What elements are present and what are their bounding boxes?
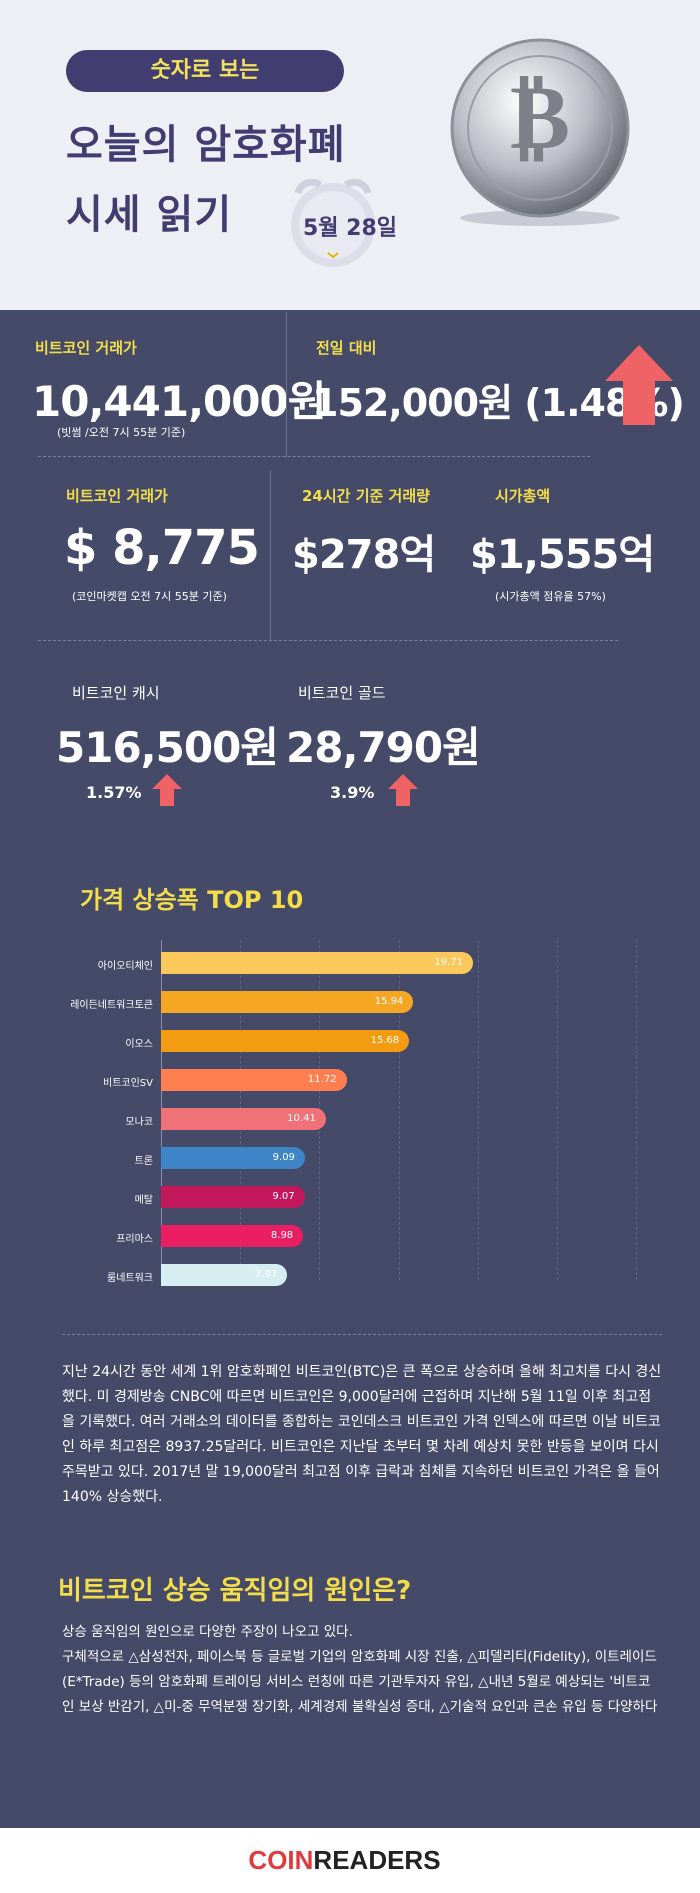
up-arrow-icon [388,774,418,806]
news-paragraph: 지난 24시간 동안 세계 1위 암호화폐인 비트코인(BTC)은 큰 폭으로 … [62,1364,662,1505]
marketcap-value: $1,555억 [470,532,655,578]
category-label: 모나코 [125,1117,153,1128]
divider [62,1334,662,1335]
marketcap-note: (시가총액 점유율 57%) [495,590,606,603]
bch-pct: 1.57% [86,783,142,802]
btg-label: 비트코인 골드 [298,684,386,702]
value-label: 8.98 [270,1230,294,1241]
cause-intro: 상승 움직임의 원인으로 다양한 주장이 나오고 있다. [62,1624,353,1640]
value-label: 15.94 [374,996,404,1007]
coinreaders-logo: COINREADERS [237,1838,452,1882]
bar [161,1069,347,1091]
bar [161,1147,305,1169]
grid-line [477,940,479,1280]
category-label: 메탈 [134,1195,153,1206]
volume-label: 24시간 기준 거래량 [302,487,430,505]
chart-title: 가격 상승폭 TOP 10 [80,886,304,914]
page-title-line2: 시세 읽기 [66,192,233,238]
btc-usd-value: $ 8,775 [64,520,260,576]
value-label: 10.41 [287,1113,316,1124]
alarm-clock-icon [291,178,375,267]
grid-line [556,940,558,1280]
btc-usd-note: (코인마켓캡 오전 7시 55분 기준) [72,590,227,603]
bar [161,1225,304,1247]
grid-line [636,940,637,1280]
category-label: 트론 [134,1156,153,1167]
bitcoin-coin-icon: ₿ [450,38,630,226]
svg-text:₿: ₿ [510,64,570,170]
value-label: 19.71 [434,957,464,968]
logo-text-a: COIN [248,1845,314,1875]
grid-line [398,940,400,1280]
value-label: 11.72 [307,1074,337,1085]
btc-krw-note: (빗썸 /오전 7시 55분 기준) [57,426,186,439]
header-pill: 숫자로 보는 [66,50,344,92]
prev-day-value: 152,000원 (1.48%) [312,381,685,425]
logo-text-b: READERS [313,1845,441,1875]
bar-chart: 아이오티체인 19.71 레이든네트워크토큰 15.94 이오스 15.68 비트코인SV 1… [0,940,700,1300]
btc-usd-label: 비트코인 거래가 [66,487,168,505]
marketcap-label: 시가총액 [495,487,551,505]
bar [161,991,414,1013]
up-arrow-icon [152,774,182,806]
divider [286,312,287,457]
category-label: 아이오티체인 [97,961,153,972]
bch-label: 비트코인 캐시 [72,684,160,702]
divider [38,456,590,457]
cause-paragraph: 구체적으로 △삼성전자, 페이스북 등 글로벌 기업의 암호화폐 시장 진출, … [62,1649,658,1715]
value-label: 15.68 [370,1035,400,1046]
up-arrow-icon [605,345,673,425]
bar [161,1030,410,1052]
page-title-line1: 오늘의 암호화폐 [66,122,346,168]
volume-value: $278억 [292,532,436,578]
value-label: 9.09 [272,1152,295,1163]
value-label: 7.97 [254,1269,278,1280]
category-label: 룸네트워크 [107,1273,153,1284]
bar [161,952,474,974]
bch-value: 516,500원 [56,723,279,772]
bar [161,1264,288,1286]
prev-day-label: 전일 대비 [316,339,377,357]
value-label: 9.07 [272,1191,295,1202]
btg-value: 28,790원 [286,723,481,772]
section-title: 비트코인 상승 움직임의 원인은? [58,1576,412,1606]
footer [0,1828,700,1893]
divider [270,470,271,640]
bar [161,1186,305,1208]
btc-krw-value: 10,441,000원 [32,377,326,426]
category-label: 이오스 [125,1039,153,1050]
date-label: 5월 28일 [302,216,398,241]
bar [161,1108,326,1130]
divider [38,640,618,641]
btc-krw-label: 비트코인 거래가 [35,339,137,357]
category-label: 비트코인SV [103,1078,153,1089]
btg-pct: 3.9% [330,783,375,802]
category-label: 프리마스 [116,1234,153,1245]
category-label: 레이든네트워크토큰 [70,1000,153,1011]
